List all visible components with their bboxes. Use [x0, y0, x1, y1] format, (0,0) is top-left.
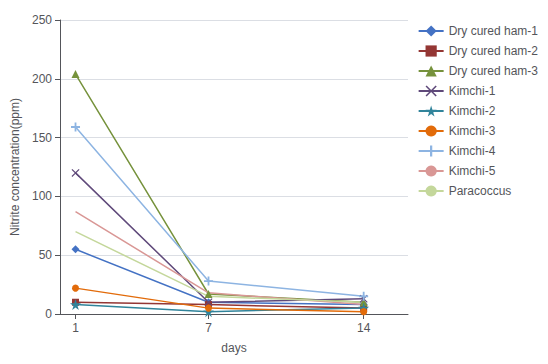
svg-text:Kimchi-5: Kimchi-5 — [449, 164, 496, 178]
svg-text:50: 50 — [39, 248, 53, 262]
svg-text:Dry cured ham-1: Dry cured ham-1 — [449, 24, 539, 38]
svg-text:Kimchi-1: Kimchi-1 — [449, 84, 496, 98]
svg-text:150: 150 — [32, 131, 52, 145]
svg-text:Kimchi-2: Kimchi-2 — [449, 104, 496, 118]
svg-text:Kimchi-4: Kimchi-4 — [449, 144, 496, 158]
svg-text:Paracoccus: Paracoccus — [449, 184, 512, 198]
svg-text:14: 14 — [357, 321, 371, 335]
svg-text:days: days — [221, 341, 246, 355]
svg-text:7: 7 — [205, 321, 212, 335]
svg-text:100: 100 — [32, 189, 52, 203]
svg-text:Nitrite concentration(ppm): Nitrite concentration(ppm) — [8, 98, 22, 236]
svg-text:1: 1 — [72, 321, 79, 335]
svg-text:200: 200 — [32, 72, 52, 86]
svg-text:Dry cured ham-3: Dry cured ham-3 — [449, 64, 539, 78]
svg-text:0: 0 — [45, 307, 52, 321]
svg-text:Dry cured ham-2: Dry cured ham-2 — [449, 44, 539, 58]
svg-text:250: 250 — [32, 13, 52, 27]
svg-text:Kimchi-3: Kimchi-3 — [449, 124, 496, 138]
